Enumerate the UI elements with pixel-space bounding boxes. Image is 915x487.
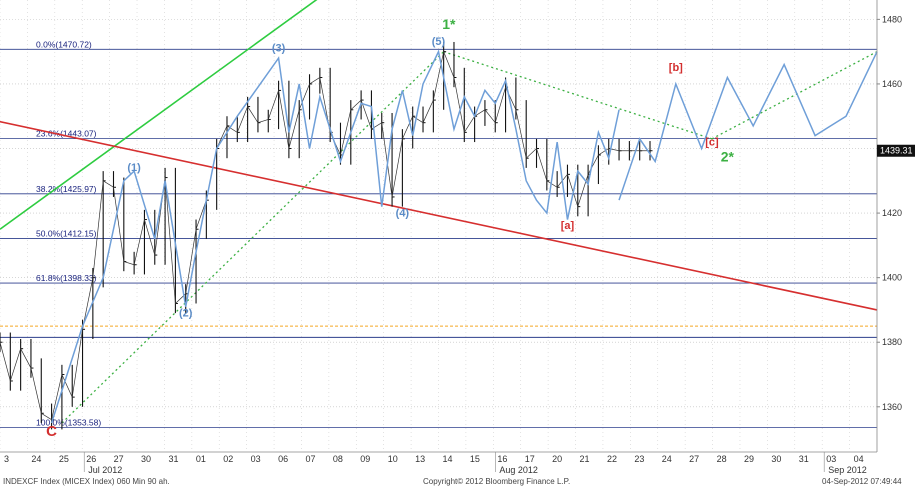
y-tick-label: 1460: [882, 79, 902, 89]
x-day-label: 3: [4, 454, 9, 464]
trendlines: [0, 0, 878, 424]
x-day-label: 24: [31, 454, 41, 464]
footer-center: Copyright© 2012 Bloomberg Finance L.P.: [423, 477, 570, 486]
wave-label: (1): [127, 162, 141, 174]
wave-label: 2*: [721, 148, 735, 164]
wave-labels: C (1) (2) (3) (4) (5) 1* [a] [b] [c]2*: [46, 16, 734, 440]
wave-label: [a]: [561, 220, 575, 232]
trendline: [61, 51, 445, 424]
x-day-label: 14: [443, 454, 453, 464]
wave-label: (3): [272, 43, 286, 55]
wave-label: 1*: [442, 16, 456, 32]
footer-right: 04-Sep-2012 07:49:44: [822, 477, 902, 486]
x-day-label: 01: [196, 454, 206, 464]
fib-level-label: 38.2%(1425.97): [36, 184, 97, 194]
x-day-label: 10: [388, 454, 398, 464]
x-day-label: 02: [223, 454, 233, 464]
x-day-label: 13: [415, 454, 425, 464]
wave-path: [50, 49, 878, 424]
x-month-label: Sep 2012: [828, 465, 867, 475]
chart-footer: INDEXCF Index (MICEX Index) 060 Min 90 a…: [3, 477, 902, 486]
y-tick-label: 1400: [882, 273, 902, 283]
price-series: [0, 41, 653, 430]
x-day-label: 29: [744, 454, 754, 464]
x-day-label: 03: [251, 454, 261, 464]
y-tick-label: 1480: [882, 14, 902, 24]
trendline: [443, 51, 713, 140]
fib-level-label: 23.6%(1443.07): [36, 129, 97, 139]
y-tick-label: 1420: [882, 208, 902, 218]
x-day-label: 16: [497, 454, 507, 464]
wave-label: [b]: [669, 62, 683, 74]
x-day-label: 26: [86, 454, 96, 464]
x-day-label: 24: [662, 454, 672, 464]
x-day-label: 20: [552, 454, 562, 464]
wave-line: [50, 49, 620, 424]
x-day-label: 09: [360, 454, 370, 464]
x-day-label: 31: [168, 454, 178, 464]
x-day-label: 06: [278, 454, 288, 464]
y-tick-label: 1380: [882, 337, 902, 347]
x-day-label: 03: [826, 454, 836, 464]
x-day-label: 21: [580, 454, 590, 464]
wave-label: (5): [432, 36, 446, 48]
x-day-label: 30: [771, 454, 781, 464]
fib-level-label: 0.0%(1470.72): [36, 39, 92, 49]
wave-label: (2): [179, 307, 193, 319]
x-day-label: 23: [634, 454, 644, 464]
x-day-label: 28: [717, 454, 727, 464]
x-day-label: 25: [59, 454, 69, 464]
x-day-label: 31: [799, 454, 809, 464]
x-month-label: Aug 2012: [499, 465, 538, 475]
x-day-label: 17: [525, 454, 535, 464]
x-day-label: 04: [854, 454, 864, 464]
trendline: [0, 120, 878, 311]
wave-label: (4): [396, 207, 410, 219]
x-day-label: 08: [333, 454, 343, 464]
projection-line: [618, 51, 878, 201]
wave-label: [c]: [705, 136, 719, 148]
axes: 13601380140014201440146014801439.3132425…: [0, 0, 915, 475]
fib-level-label: 100.0%(1353.58): [36, 418, 101, 428]
x-day-label: 27: [114, 454, 124, 464]
x-day-label: 22: [607, 454, 617, 464]
price-line: [0, 50, 651, 421]
wave-label: C: [46, 423, 57, 440]
trendline: [711, 51, 878, 140]
last-price-badge: [877, 144, 915, 157]
x-day-label: 07: [305, 454, 315, 464]
fib-level-label: 61.8%(1398.33): [36, 273, 97, 283]
last-price-label: 1439.31: [880, 146, 913, 156]
fib-level-label: 50.0%(1412.15): [36, 228, 97, 238]
fibonacci-levels: 0.0%(1470.72) 23.6%(1443.07) 38.2%(1425.97…: [0, 39, 877, 428]
trendline: [0, 0, 318, 230]
chart-grid: [0, 0, 877, 452]
x-day-label: 15: [470, 454, 480, 464]
footer-left: INDEXCF Index (MICEX Index) 060 Min 90 a…: [3, 477, 170, 486]
x-month-label: Jul 2012: [88, 465, 122, 475]
x-day-label: 30: [141, 454, 151, 464]
y-tick-label: 1360: [882, 402, 902, 412]
x-day-label: 27: [689, 454, 699, 464]
